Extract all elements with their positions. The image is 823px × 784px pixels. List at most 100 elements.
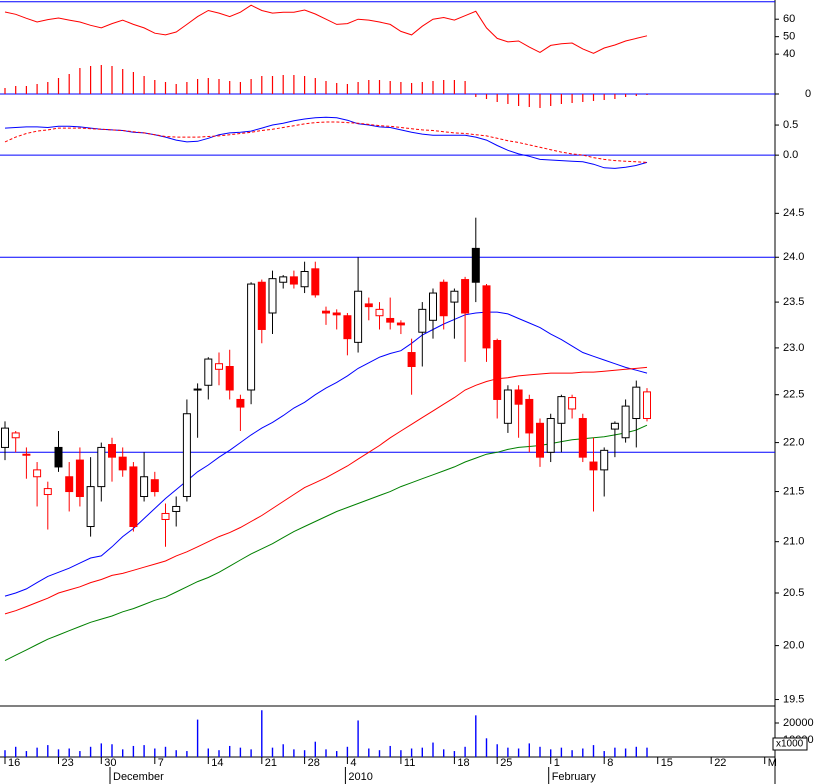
y-tick-label: 23.5 [783,296,804,308]
candle-body [471,247,480,283]
volume-bar [218,750,220,757]
x-group-label: 2010 [348,771,372,783]
volume-bar [410,748,413,757]
x-tick-label: 30 [104,757,116,769]
volume-bar [68,748,70,757]
candle-body [150,479,159,493]
candle-body [43,488,52,496]
histogram-bar [271,76,274,94]
volume-bar [582,748,584,757]
volume-bar [100,743,102,757]
histogram-bar [111,66,113,94]
candle-body [86,486,95,528]
histogram-bar [518,94,520,106]
y-tick-label: 22.5 [783,389,804,401]
volume-bar [196,719,199,757]
histogram-bar [528,94,530,107]
candle-body [97,446,106,488]
candle-body [204,358,213,386]
histogram-bar [57,78,60,94]
volume-bar [154,748,156,757]
candle-body [247,283,256,391]
candle-body [568,397,577,410]
volume-bar [271,747,274,757]
candle-body [536,422,544,458]
candle-body [482,285,491,349]
x-tick-label: 28 [308,757,320,769]
x-tick-label: 15 [661,757,673,769]
volume-bar [325,749,327,757]
y-tick-label: 20000 [783,717,814,729]
volume-bar [507,747,509,757]
volume-bar [560,747,563,757]
histogram-bar [400,82,402,94]
histogram-bar [550,94,552,106]
y-tick-label: 21.5 [783,485,804,497]
volume-bar [36,747,38,757]
x-tick-label: 23 [62,757,74,769]
indicator-line [4,121,648,163]
candle-body [343,315,352,340]
histogram-bar [304,76,306,94]
histogram-bar [15,86,17,94]
y-tick-label: 24.0 [783,251,804,263]
histogram-bar [282,75,284,94]
volume-bar [111,744,113,757]
volume-bar [368,748,370,757]
volume-bar [303,750,306,757]
histogram-bar [229,81,231,94]
volume-bar [357,720,359,757]
candle-body [621,405,630,439]
volume-bar [261,710,263,757]
histogram-bar [443,80,445,94]
histogram-bar [175,84,177,94]
x-group-label: December [113,771,164,783]
histogram-bar [421,82,423,94]
histogram-bar [507,94,509,104]
histogram-bar [346,84,348,94]
histogram-bar [614,94,616,99]
volume-bar [25,751,28,757]
volume-bar [432,742,434,757]
candle-body [461,279,470,314]
indicator-line [4,366,648,615]
candle-body [215,363,223,370]
histogram-bar [36,84,38,94]
x-tick-label: 21 [265,757,277,769]
histogram-bar [47,82,49,94]
indicator-line [4,116,648,169]
histogram-bar [164,82,167,94]
y-tick-label: 19.5 [783,693,804,705]
x-tick-label: 4 [350,757,356,769]
y-tick-label: 22.0 [783,436,804,448]
candle-body [1,427,9,448]
volume-bar [443,749,445,757]
candle-body [193,388,202,391]
candle-body [11,432,20,439]
y-tick-label: 0.0 [783,149,798,161]
candle-body [418,308,427,333]
volume-bar [635,746,637,757]
histogram-bar [100,65,102,94]
candle-body [503,389,512,424]
x-tick-label: 1 [554,757,560,769]
volume-bar [314,741,316,757]
candle-body [429,292,437,321]
y-tick-label: 60 [783,13,795,25]
unit-box [772,737,808,751]
y-tick-label: 24.5 [783,207,804,219]
candle-body [610,422,619,430]
histogram-bar [368,80,370,94]
candle-body [300,270,309,288]
candle-body [236,398,245,408]
volume-bar [592,745,595,757]
histogram-bar [646,94,648,95]
candle-body [557,396,566,424]
volume-bar [400,750,402,757]
volume-bar [143,745,145,757]
x-tick-label: 11 [404,757,415,769]
histogram-bar [79,68,81,94]
histogram-bar [485,94,488,99]
x-tick-label: 22 [714,757,726,769]
volume-bar [389,745,391,757]
